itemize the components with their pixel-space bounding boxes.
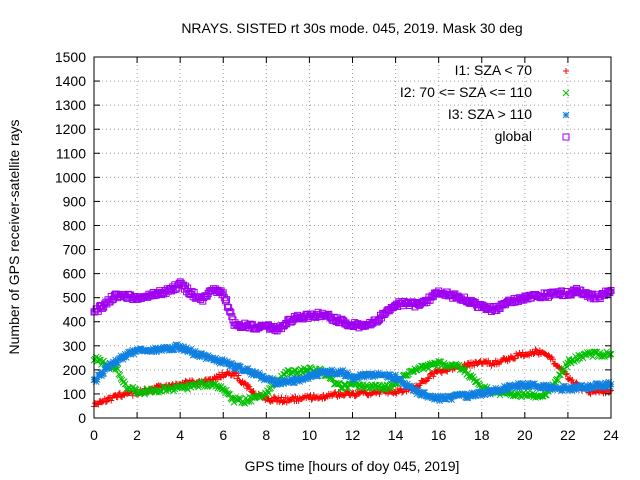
data-point bbox=[336, 380, 343, 387]
data-point bbox=[100, 369, 108, 377]
x-tick-label: 14 bbox=[388, 427, 404, 443]
data-point bbox=[425, 375, 432, 382]
series-layer bbox=[90, 278, 615, 410]
data-point bbox=[569, 376, 576, 383]
x-tick-label: 6 bbox=[219, 427, 227, 443]
y-tick-label: 1000 bbox=[55, 169, 86, 185]
data-point bbox=[95, 401, 102, 408]
x-axis-label: GPS time [hours of doy 045, 2019] bbox=[245, 458, 460, 474]
series-1 bbox=[90, 348, 615, 407]
x-tick-label: 24 bbox=[603, 427, 619, 443]
data-point bbox=[358, 382, 366, 390]
data-point bbox=[543, 391, 550, 399]
data-point bbox=[308, 396, 315, 403]
data-point bbox=[432, 359, 439, 367]
chart-title: NRAYS. SISTED rt 30s mode. 045, 2019. Ma… bbox=[181, 20, 522, 36]
y-tick-label: 800 bbox=[63, 217, 87, 233]
data-point bbox=[525, 392, 533, 399]
data-point bbox=[103, 398, 110, 405]
y-tick-label: 400 bbox=[63, 314, 87, 330]
x-tick-label: 12 bbox=[345, 427, 361, 443]
x-tick-label: 8 bbox=[262, 427, 270, 443]
data-point bbox=[424, 374, 431, 381]
data-point bbox=[519, 349, 526, 356]
y-tick-label: 300 bbox=[63, 338, 87, 354]
data-point bbox=[330, 380, 338, 388]
y-tick-label: 100 bbox=[63, 386, 87, 402]
y-tick-label: 200 bbox=[63, 362, 87, 378]
data-point bbox=[440, 359, 448, 367]
data-point bbox=[116, 389, 123, 396]
y-tick-label: 600 bbox=[63, 266, 87, 282]
data-point bbox=[392, 389, 399, 396]
data-point bbox=[554, 376, 562, 384]
x-tick-label: 2 bbox=[133, 427, 141, 443]
data-point bbox=[430, 373, 437, 380]
data-point bbox=[425, 364, 433, 372]
data-point bbox=[235, 372, 242, 379]
data-point bbox=[471, 378, 479, 386]
data-point bbox=[549, 356, 556, 363]
data-point bbox=[241, 379, 248, 386]
x-tick-label: 22 bbox=[560, 427, 576, 443]
data-point bbox=[108, 397, 115, 404]
data-point bbox=[114, 365, 122, 373]
data-point bbox=[560, 365, 567, 373]
data-point bbox=[467, 372, 475, 379]
legend: I1: SZA < 70 I2: 70 <= SZA <= 110 I3: SZA … bbox=[400, 62, 570, 144]
legend-label: I3: SZA > 110 bbox=[448, 106, 532, 122]
data-point bbox=[381, 382, 389, 390]
y-tick-label: 1500 bbox=[55, 49, 86, 65]
legend-label: I2: 70 <= SZA <= 110 bbox=[400, 84, 532, 100]
data-point bbox=[350, 390, 357, 397]
data-point bbox=[269, 398, 276, 405]
x-tick-label: 18 bbox=[474, 427, 490, 443]
y-tick-label: 900 bbox=[63, 193, 87, 209]
y-tick-label: 700 bbox=[63, 242, 87, 258]
y-tick-label: 1300 bbox=[55, 97, 86, 113]
data-point bbox=[376, 391, 383, 398]
series-2 bbox=[90, 341, 615, 405]
data-point bbox=[184, 386, 192, 393]
x-tick-label: 20 bbox=[517, 427, 533, 443]
data-point bbox=[512, 391, 520, 399]
data-point bbox=[399, 389, 406, 396]
data-point bbox=[545, 352, 552, 359]
x-tick-label: 16 bbox=[431, 427, 447, 443]
data-point bbox=[571, 358, 578, 365]
y-tick-label: 1400 bbox=[55, 73, 86, 89]
grid bbox=[94, 57, 611, 418]
data-point bbox=[444, 368, 451, 375]
legend-label: I1: SZA < 70 bbox=[455, 62, 533, 78]
x-tick-label: 4 bbox=[176, 427, 184, 443]
data-point bbox=[250, 388, 257, 395]
data-point bbox=[530, 351, 537, 358]
data-point bbox=[422, 378, 429, 385]
data-point bbox=[102, 399, 109, 406]
series-3 bbox=[90, 278, 615, 335]
y-tick-label: 1200 bbox=[55, 121, 86, 137]
data-point bbox=[352, 393, 359, 400]
data-point bbox=[606, 350, 614, 358]
legend-marker bbox=[562, 111, 570, 119]
y-tick-label: 1100 bbox=[56, 145, 86, 161]
data-point bbox=[471, 362, 478, 369]
data-point bbox=[141, 390, 148, 398]
y-tick-label: 0 bbox=[78, 410, 86, 426]
legend-label: global bbox=[495, 128, 532, 144]
x-tick-label: 0 bbox=[90, 427, 98, 443]
data-point bbox=[268, 397, 275, 404]
y-axis-label: Number of GPS receiver-satellite rays bbox=[6, 120, 22, 355]
data-point bbox=[265, 389, 272, 397]
data-point bbox=[438, 369, 445, 376]
x-tick-label: 10 bbox=[302, 427, 318, 443]
y-tick-label: 500 bbox=[63, 290, 87, 306]
